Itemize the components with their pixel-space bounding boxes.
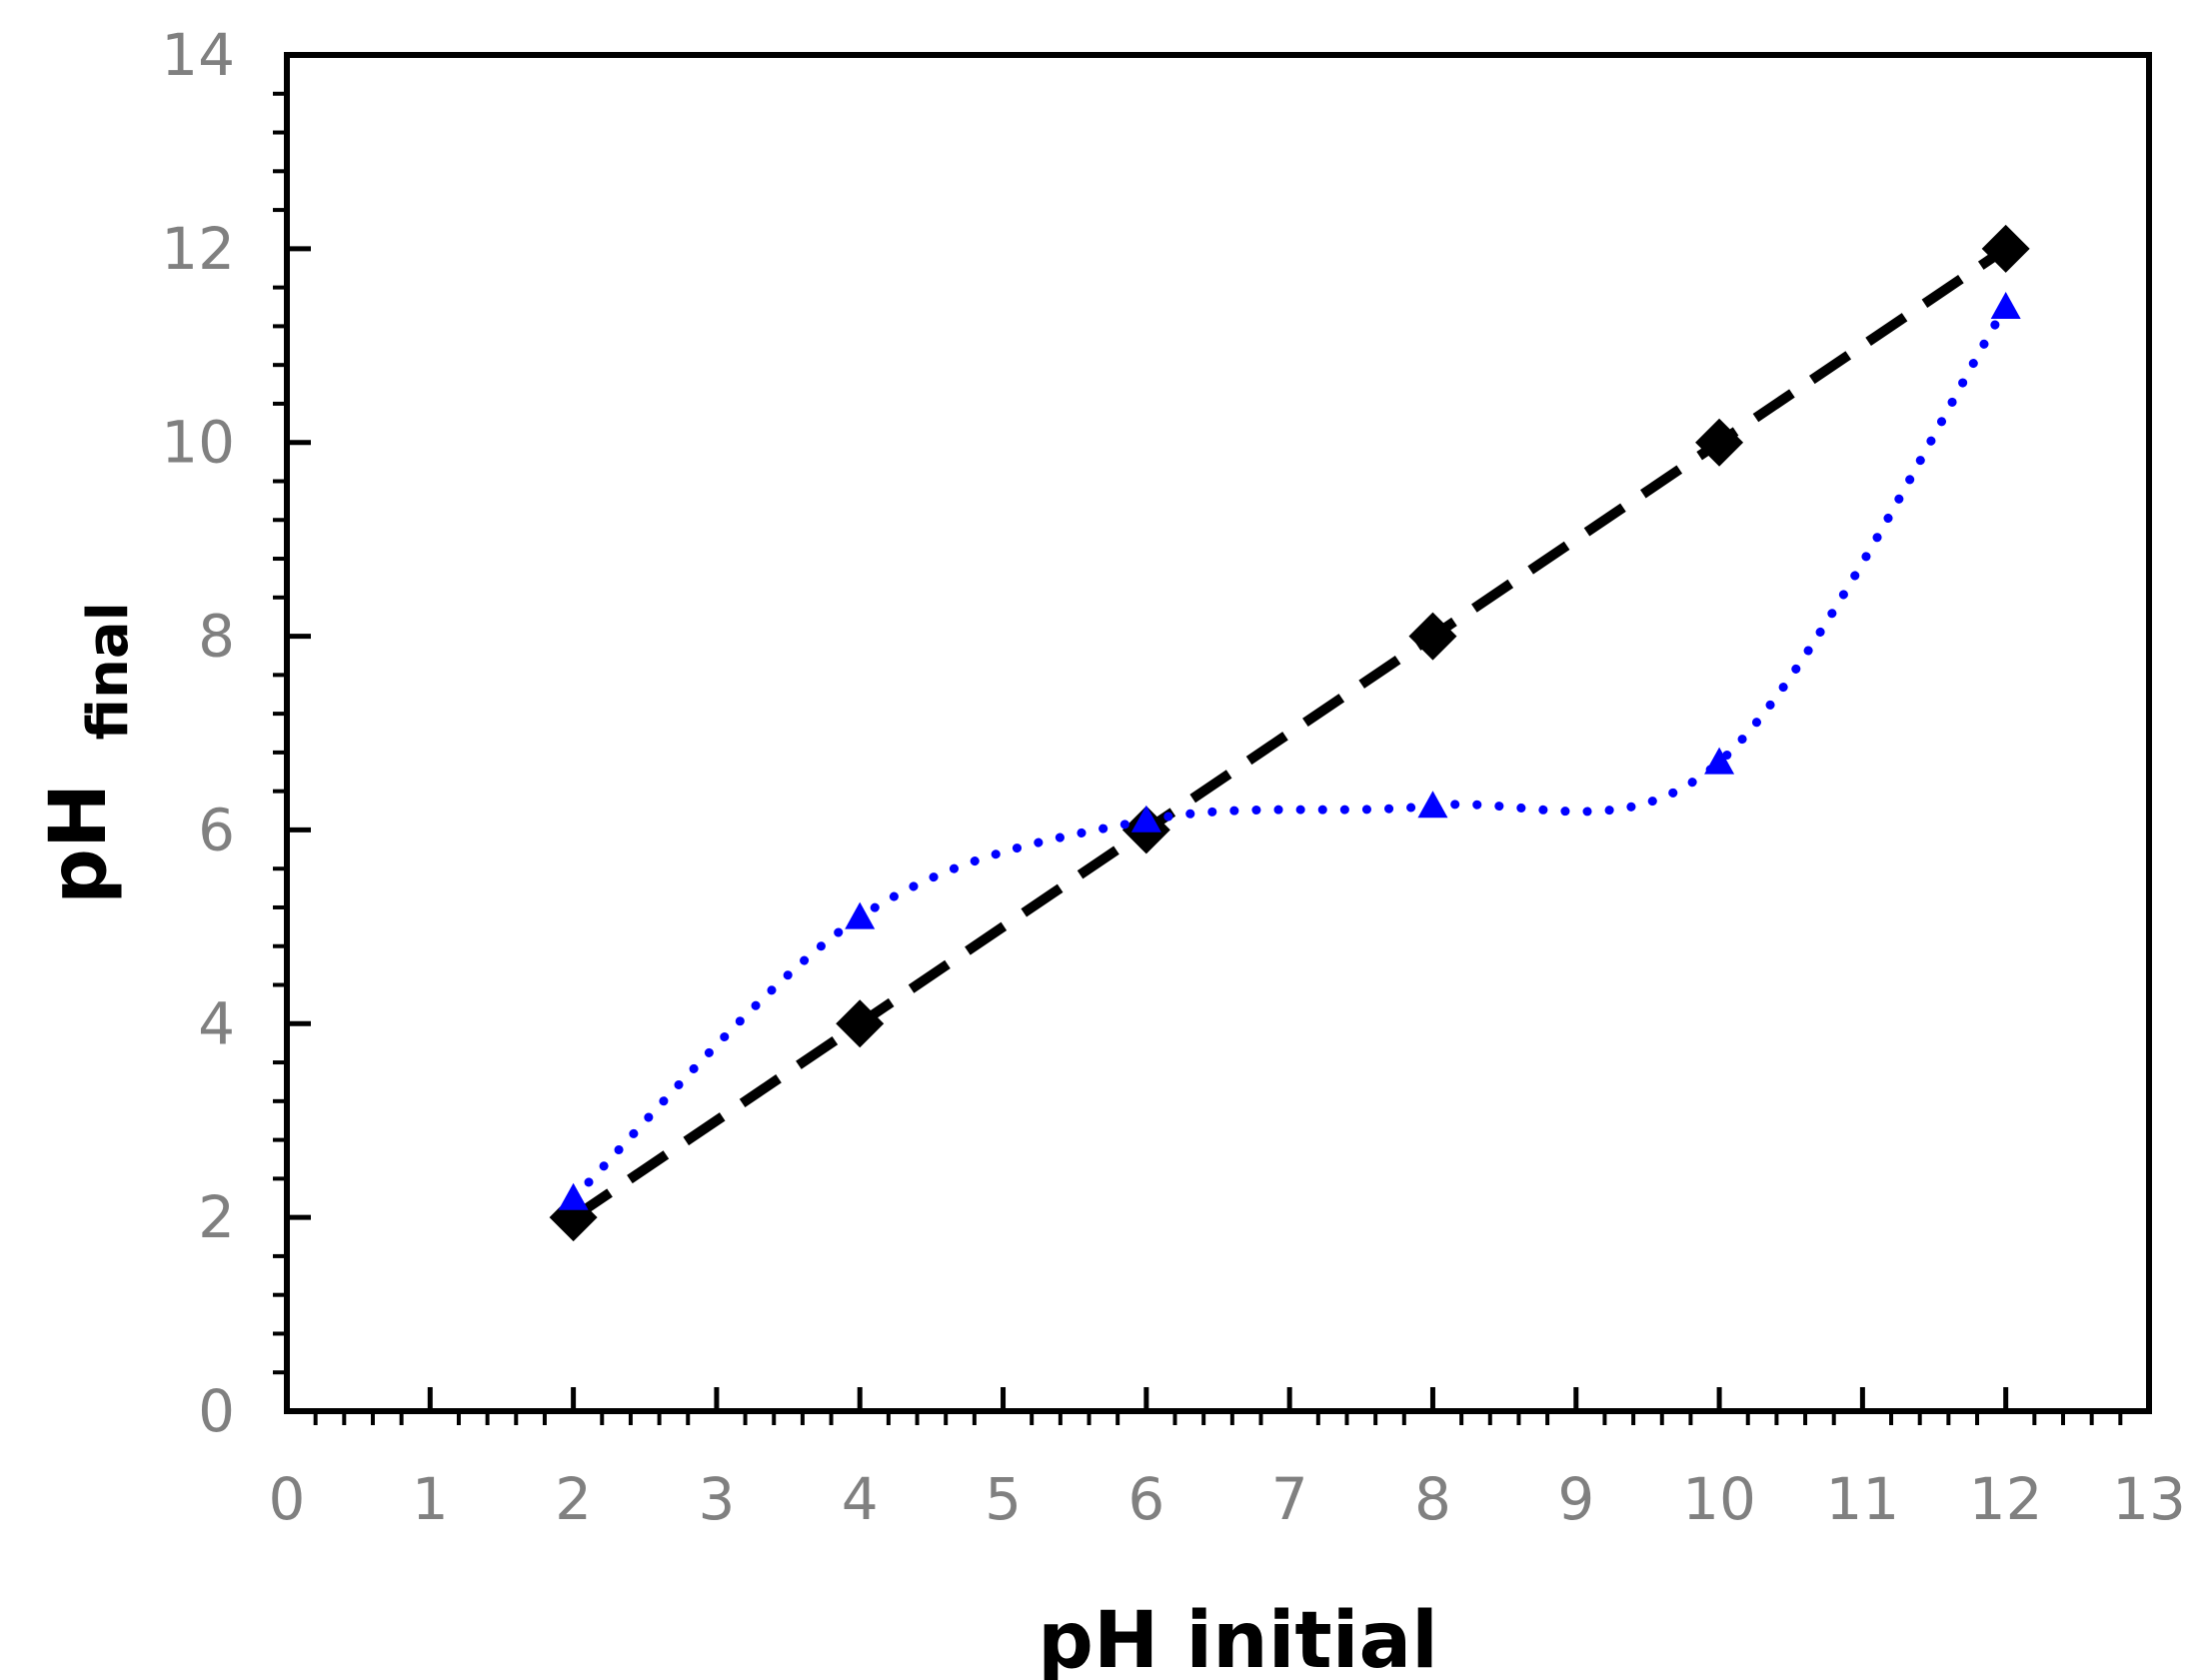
series-1-point xyxy=(558,1182,589,1210)
x-tick-label: 13 xyxy=(2112,1465,2186,1533)
y-axis-title: pH final xyxy=(34,602,141,904)
y-tick-label: 6 xyxy=(198,796,235,863)
x-tick-label: 7 xyxy=(1271,1465,1308,1533)
x-tick-label: 6 xyxy=(1127,1465,1164,1533)
x-tick-label: 8 xyxy=(1414,1465,1451,1533)
x-tick-label: 12 xyxy=(1969,1465,2043,1533)
series-1-point xyxy=(1704,747,1735,775)
series-0-point xyxy=(1981,224,2030,273)
x-tick-label: 11 xyxy=(1825,1465,1899,1533)
series-1-point xyxy=(1130,805,1161,833)
series-1-point xyxy=(1417,791,1448,819)
series-1-line xyxy=(569,302,2011,1203)
y-tick-label: 10 xyxy=(161,409,235,477)
series-0-line xyxy=(570,244,2009,1222)
series-1-point xyxy=(845,901,876,929)
x-axis-ticks: 0 1 2 3 4 5 6 7 8 9 10 11 12 13 xyxy=(269,1387,2186,1533)
y-axis-title-main: pH xyxy=(34,784,124,904)
y-tick-label: 14 xyxy=(161,21,235,89)
y-tick-label: 2 xyxy=(198,1183,235,1251)
y-tick-label: 8 xyxy=(198,603,235,671)
series-0-point xyxy=(836,999,885,1048)
x-tick-label: 3 xyxy=(698,1465,735,1533)
series-0-point xyxy=(1695,418,1744,467)
plot-frame xyxy=(284,52,2152,1414)
x-tick-label: 10 xyxy=(1682,1465,1756,1533)
x-tick-label: 0 xyxy=(269,1465,306,1533)
x-axis-title: pH initial xyxy=(1038,1596,1438,1680)
x-tick-label: 1 xyxy=(412,1465,449,1533)
y-tick-label: 0 xyxy=(198,1377,235,1445)
plot-border xyxy=(284,52,2152,1414)
y-tick-label: 4 xyxy=(198,989,235,1057)
x-tick-label: 2 xyxy=(555,1465,592,1533)
series-0-point xyxy=(1408,612,1457,661)
x-tick-label: 9 xyxy=(1557,1465,1594,1533)
y-axis-title-sub: final xyxy=(76,602,141,740)
series-1-point xyxy=(1990,292,2021,320)
series-layer xyxy=(549,224,2030,1242)
x-tick-label: 5 xyxy=(985,1465,1022,1533)
x-tick-label: 4 xyxy=(842,1465,879,1533)
y-tick-label: 12 xyxy=(161,215,235,283)
y-axis-ticks: 0 2 4 6 8 10 12 14 xyxy=(161,21,311,1445)
